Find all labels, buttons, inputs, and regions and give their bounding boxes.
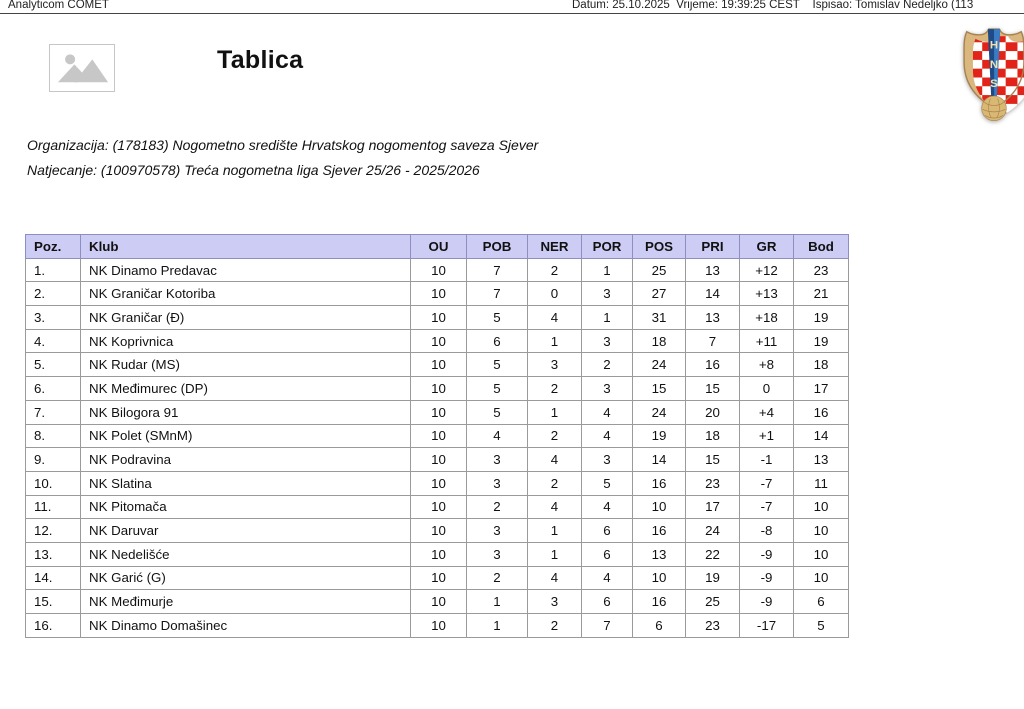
svg-text:S: S (990, 78, 998, 90)
svg-text:N: N (990, 59, 998, 71)
svg-text:H: H (990, 39, 998, 51)
